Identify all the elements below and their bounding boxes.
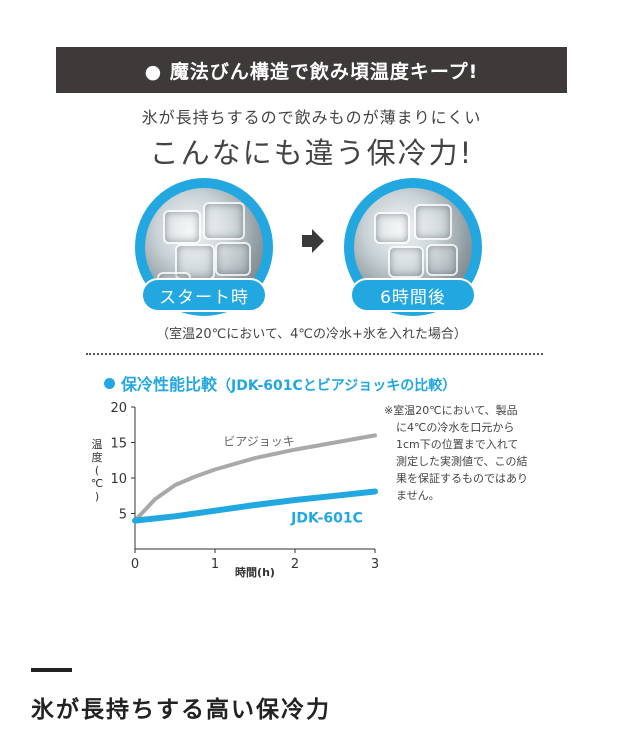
headline: こんなにも違う保冷力! bbox=[149, 136, 474, 170]
banner-text: ● 魔法びん構造で飲み頃温度キープ! bbox=[144, 60, 479, 83]
y-tick-label: 5 bbox=[119, 508, 127, 523]
chart-title: 保冷性能比較（JDK-601Cとビアジョッキの比較） bbox=[104, 371, 456, 395]
x-tick-label: 1 bbox=[211, 557, 219, 572]
photo-label-start: スタート時 bbox=[141, 278, 267, 312]
y-axis-label: 温度(℃) bbox=[91, 438, 103, 503]
top-banner: ● 魔法びん構造で飲み頃温度キープ! bbox=[56, 47, 567, 93]
note-line: 果を保証するものではあり bbox=[396, 472, 528, 485]
photo-start: スタート時 bbox=[135, 178, 273, 316]
section-title: 氷が長持ちする高い保冷力 bbox=[31, 697, 331, 723]
y-axis-label-char: ( bbox=[95, 464, 99, 477]
condition-note: （室温20℃において、4℃の冷水+氷を入れた場合） bbox=[156, 327, 467, 342]
series-label-beer-jug: ビアジョッキ bbox=[223, 434, 295, 448]
measurement-note: ※室温20℃において、製品 に4℃の冷水を口元から 1cm下の位置まで入れて 測… bbox=[384, 402, 584, 504]
bullet-dot-icon bbox=[104, 378, 115, 389]
series-line-jdk bbox=[132, 488, 378, 524]
photo-label-after: 6時間後 bbox=[350, 278, 476, 312]
chart-title-main: 保冷性能比較 bbox=[121, 375, 218, 394]
note-line: 測定した実測値で、この結 bbox=[396, 455, 528, 468]
y-tick-label: 10 bbox=[110, 472, 127, 487]
x-tick-label: 3 bbox=[371, 557, 379, 572]
y-axis-label-char: 度 bbox=[92, 450, 103, 464]
note-line: 1cm下の位置まで入れて bbox=[396, 438, 519, 451]
series-label-jdk: JDK-601C bbox=[290, 511, 363, 527]
y-axis-label-char: ) bbox=[95, 490, 99, 503]
arrow-right-icon bbox=[302, 229, 324, 253]
y-tick-label: 15 bbox=[110, 437, 127, 452]
note-line: ません。 bbox=[396, 489, 440, 502]
ice-glass-image bbox=[145, 188, 263, 306]
note-line: ※室温20℃において、製品 bbox=[384, 404, 518, 417]
y-tick-label: 20 bbox=[110, 401, 127, 416]
chart-title-sub: （JDK-601Cとビアジョッキの比較） bbox=[217, 378, 457, 394]
note-line: に4℃の冷水を口元から bbox=[396, 421, 515, 434]
x-tick-label: 2 bbox=[291, 557, 299, 572]
photo-after: 6時間後 bbox=[344, 178, 482, 316]
temperature-chart: 5 10 15 20 0 1 2 3 時間(h) 温度(℃) ビアジョッキ JDK-601C bbox=[91, 401, 379, 579]
x-axis-label: 時間(h) bbox=[235, 565, 275, 579]
y-axis-label-char: ℃ bbox=[91, 477, 103, 490]
lead-text: 氷が長持ちするので飲みものが薄まりにくい bbox=[141, 108, 482, 127]
dotted-divider bbox=[86, 353, 543, 355]
x-tick-label: 0 bbox=[131, 557, 139, 572]
section-rule bbox=[31, 668, 72, 672]
series-line-beer-jug bbox=[133, 433, 377, 523]
y-axis-label-char: 温 bbox=[92, 438, 103, 451]
